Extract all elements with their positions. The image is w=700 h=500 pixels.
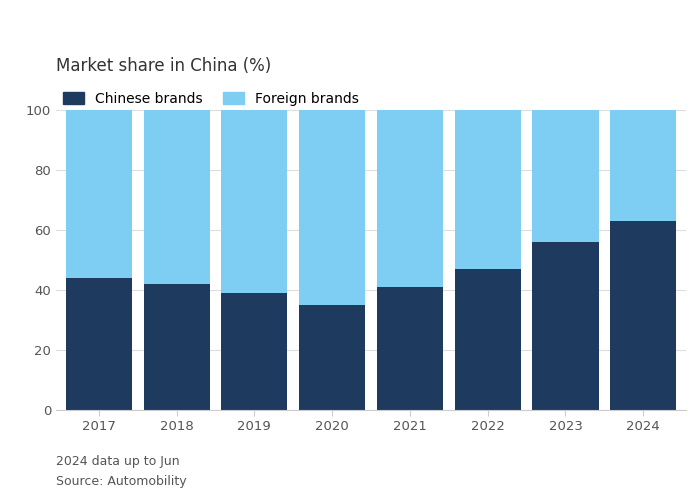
Bar: [299, 305, 365, 410]
Bar: [454, 110, 521, 269]
Bar: [533, 110, 598, 242]
Bar: [66, 110, 132, 278]
Bar: [66, 278, 132, 410]
Text: Source: Automobility: Source: Automobility: [56, 475, 187, 488]
Bar: [299, 110, 365, 305]
Text: Market share in China (%): Market share in China (%): [56, 57, 272, 75]
Bar: [377, 287, 443, 410]
Bar: [533, 242, 598, 410]
Bar: [610, 221, 676, 410]
Legend: Chinese brands, Foreign brands: Chinese brands, Foreign brands: [63, 92, 359, 106]
Bar: [144, 284, 209, 410]
Bar: [144, 110, 209, 284]
Bar: [221, 110, 288, 293]
Bar: [454, 269, 521, 410]
Text: 2024 data up to Jun: 2024 data up to Jun: [56, 455, 180, 468]
Bar: [377, 110, 443, 287]
Bar: [221, 293, 288, 410]
Bar: [610, 110, 676, 221]
